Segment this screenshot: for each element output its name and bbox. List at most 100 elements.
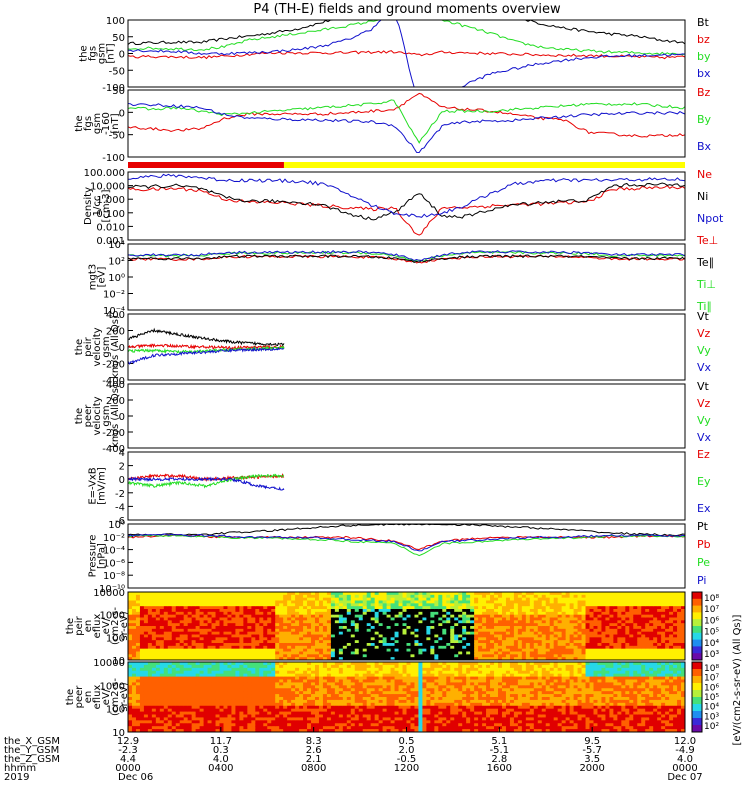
heatmap-cell xyxy=(195,597,201,601)
heatmap-cell xyxy=(442,626,447,630)
heatmap-cell xyxy=(231,685,236,689)
heatmap-cell xyxy=(223,679,228,683)
heatmap-cell xyxy=(167,705,173,710)
heatmap-cell xyxy=(171,657,177,661)
heatmap-cell xyxy=(267,714,272,718)
heatmap-cell xyxy=(661,600,666,604)
heatmap-cell xyxy=(159,670,165,675)
heatmap-cell xyxy=(247,717,252,721)
heatmap-cell xyxy=(474,603,479,607)
heatmap-cell xyxy=(382,611,388,616)
heatmap-cell xyxy=(330,640,336,644)
heatmap-cell xyxy=(171,617,177,621)
heatmap-cell xyxy=(318,711,324,715)
heatmap-cell xyxy=(537,631,543,635)
heatmap-cell xyxy=(498,600,503,604)
heatmap-cell xyxy=(211,667,217,672)
heatmap-cell xyxy=(314,699,320,704)
heatmap-cell xyxy=(263,600,268,604)
heatmap-cell xyxy=(509,606,515,610)
heatmap-cell xyxy=(275,620,280,624)
heatmap-cell xyxy=(211,623,217,627)
heatmap-cell xyxy=(227,714,232,718)
heatmap-cell xyxy=(386,597,392,601)
heatmap-cell xyxy=(537,628,543,633)
heatmap-cell xyxy=(390,626,396,630)
heatmap-cell xyxy=(545,640,551,644)
heatmap-cell xyxy=(573,617,579,621)
heatmap-cell xyxy=(501,606,507,610)
heatmap-cell xyxy=(279,667,284,672)
heatmap-cell xyxy=(295,651,300,655)
heatmap-cell xyxy=(669,614,674,618)
heatmap-cell xyxy=(382,597,388,601)
heatmap-cell xyxy=(422,648,427,652)
heatmap-cell xyxy=(275,705,280,710)
y-axis-label: E=-VxB xyxy=(88,467,99,504)
heatmap-cell xyxy=(231,609,236,613)
heatmap-cell xyxy=(450,626,455,630)
heatmap-cell xyxy=(462,623,467,627)
heatmap-cell xyxy=(641,645,646,650)
heatmap-cell xyxy=(346,705,352,710)
heatmap-cell xyxy=(390,637,396,641)
heatmap-cell xyxy=(434,640,439,644)
heatmap-cell xyxy=(585,597,591,601)
heatmap-cell xyxy=(287,708,292,713)
heatmap-cell xyxy=(557,592,563,596)
heatmap-cell xyxy=(541,651,547,655)
heatmap-cell xyxy=(287,643,292,647)
heatmap-cell xyxy=(287,609,292,613)
heatmap-cell xyxy=(259,685,264,689)
heatmap-cell xyxy=(350,720,356,724)
heatmap-cell xyxy=(398,640,404,644)
heatmap-cell xyxy=(338,702,344,707)
heatmap-cell xyxy=(633,614,638,618)
heatmap-cell xyxy=(307,592,312,596)
heatmap-cell xyxy=(231,631,236,635)
heatmap-cell xyxy=(561,597,567,601)
heatmap-cell xyxy=(478,651,483,655)
heatmap-cell xyxy=(271,654,276,658)
heatmap-cell xyxy=(143,662,149,666)
heatmap-cell xyxy=(681,611,686,616)
heatmap-cell xyxy=(307,697,312,701)
heatmap-cell xyxy=(279,682,284,686)
heatmap-cell xyxy=(509,614,515,618)
heatmap-cell xyxy=(406,597,411,601)
heatmap-cell xyxy=(645,614,650,618)
heatmap-cell xyxy=(565,628,571,633)
y-axis-label: the xyxy=(65,618,76,634)
heatmap-cell xyxy=(163,628,169,633)
heatmap-cell xyxy=(490,637,495,641)
heatmap-cell xyxy=(275,651,280,655)
heatmap-cell xyxy=(287,620,292,624)
heatmap-cell xyxy=(446,637,451,641)
heatmap-cell xyxy=(322,643,328,647)
heatmap-cell xyxy=(291,688,296,692)
heatmap-cell xyxy=(247,714,252,718)
heatmap-cell xyxy=(131,720,137,724)
heatmap-cell xyxy=(279,697,284,701)
heatmap-cell xyxy=(454,592,459,596)
heatmap-cell xyxy=(406,611,411,616)
heatmap-cell xyxy=(521,594,527,599)
heatmap-cell xyxy=(406,620,411,624)
heatmap-cell xyxy=(163,634,169,638)
heatmap-cell xyxy=(390,623,396,627)
heatmap-cell xyxy=(490,651,495,655)
heatmap-cell xyxy=(187,609,193,613)
heatmap-cell xyxy=(128,697,133,701)
heatmap-cell xyxy=(681,609,686,613)
heatmap-cell xyxy=(299,688,304,692)
heatmap-cell xyxy=(561,657,567,661)
heatmap-cell xyxy=(239,645,244,650)
heatmap-cell xyxy=(143,714,149,718)
heatmap-cell xyxy=(283,654,288,658)
heatmap-cell xyxy=(450,643,455,647)
heatmap-cell xyxy=(398,631,404,635)
heatmap-cell xyxy=(279,645,284,650)
heatmap-cell xyxy=(326,651,332,655)
heatmap-cell xyxy=(505,654,511,658)
